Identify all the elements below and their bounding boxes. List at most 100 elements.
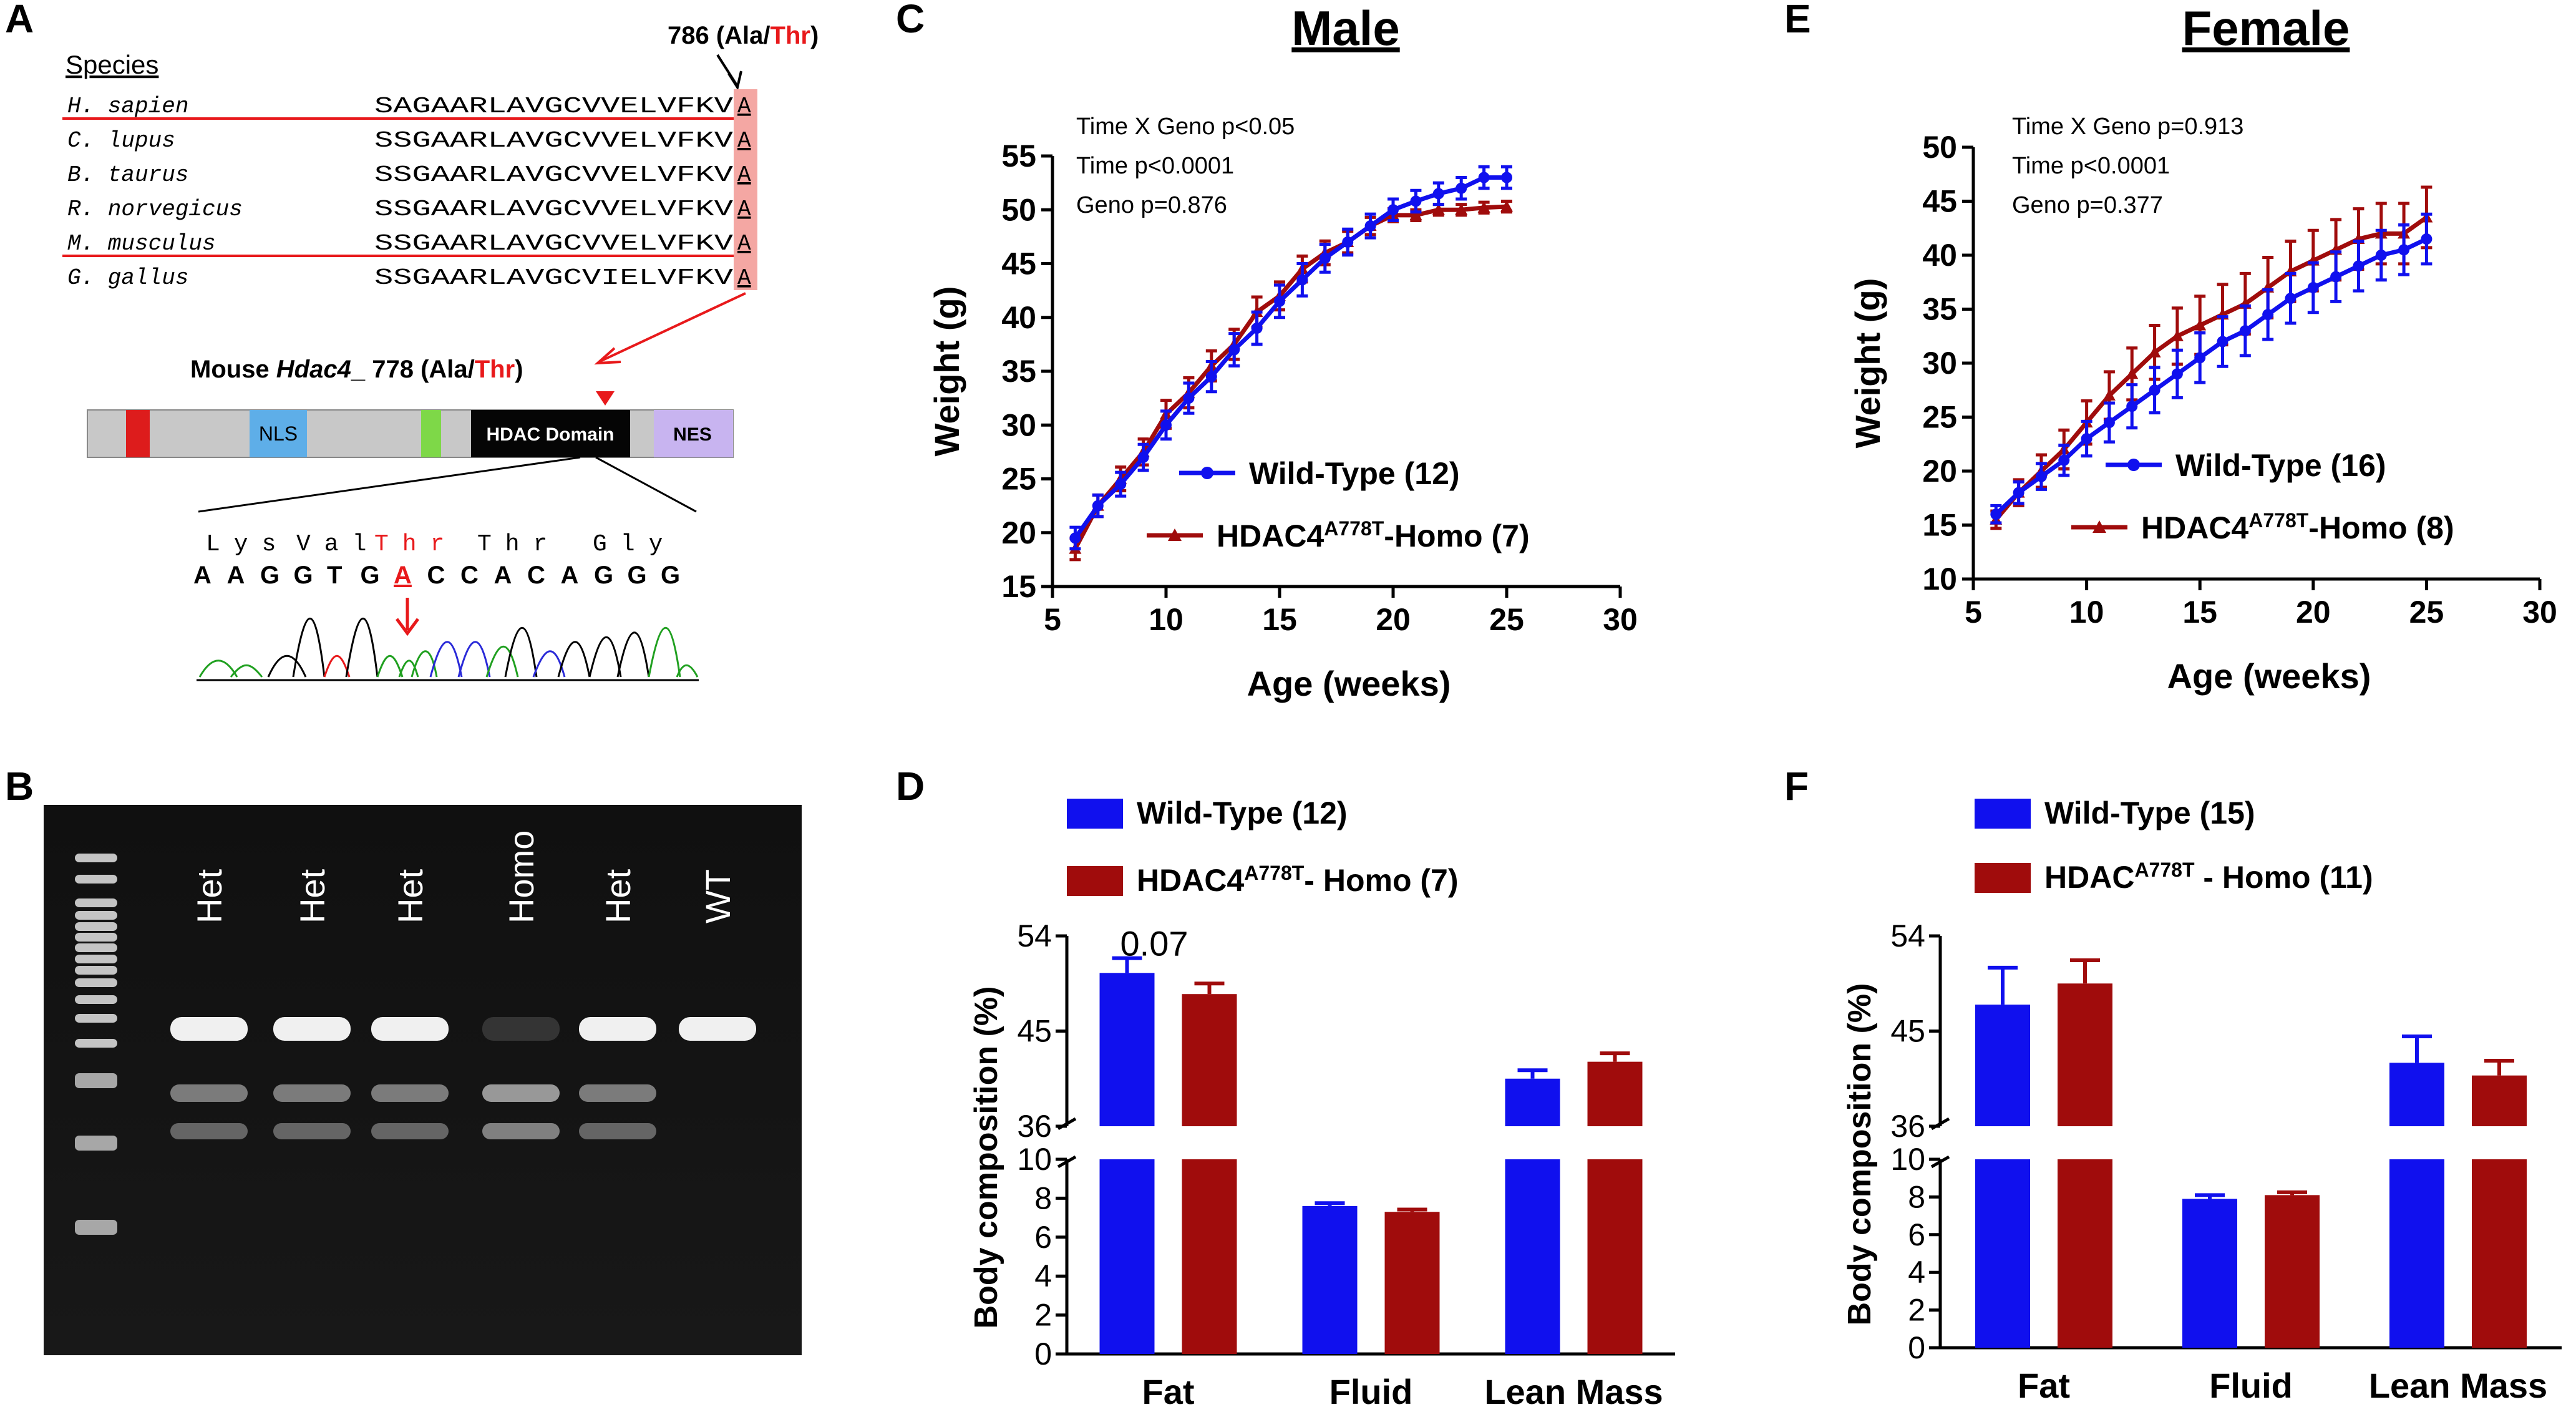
- data-point: [1409, 208, 1422, 220]
- ladder-band: [75, 933, 117, 942]
- data-point: [1410, 195, 1422, 207]
- data-point: [2126, 401, 2138, 412]
- hdac-domain: [471, 410, 630, 457]
- alignment-highlight: [734, 89, 757, 290]
- legend-label: HDACA778T - Homo (11): [2044, 859, 2373, 895]
- mouse-hdac4-label: Mouse Hdac4_ 778 (Ala/Thr): [190, 356, 523, 383]
- y-tick-label: 45: [1922, 184, 1957, 219]
- ladder-band: [75, 995, 117, 1004]
- x-tick-label: 10: [2069, 595, 2104, 630]
- gel-band-middle: [371, 1084, 449, 1102]
- gel-band-lower: [482, 1123, 560, 1139]
- svg-text:HDAC Domain: HDAC Domain: [486, 424, 614, 445]
- stats-line: Geno p=0.377: [2012, 192, 2163, 218]
- y-tick-label: 6: [1908, 1217, 1925, 1252]
- x-tick-label: 15: [2182, 595, 2217, 630]
- species-sequence: SSGAARLAVGCVVELVFKV: [374, 197, 734, 222]
- legend-marker: [1201, 467, 1213, 479]
- bar-lower: [2472, 1159, 2527, 1348]
- data-point: [1456, 182, 1467, 194]
- aligned-residue: A: [737, 162, 751, 188]
- species-name: R. norvegicus: [67, 197, 243, 222]
- bar: [2182, 1199, 2237, 1348]
- data-point: [1069, 532, 1081, 544]
- y-tick-label: 0: [1034, 1337, 1052, 1371]
- stats-line: Time p<0.0001: [2012, 153, 2170, 179]
- amino-acid: Thr: [477, 531, 561, 558]
- y-tick-label: 2: [1908, 1293, 1925, 1328]
- aligned-residue: A: [737, 128, 751, 153]
- gel-band-lower: [273, 1123, 351, 1139]
- x-tick-label: 5: [1965, 595, 1982, 630]
- y-tick-label: 15: [1922, 508, 1957, 543]
- alignment-arrow: [598, 292, 746, 363]
- y-axis-label: Weight (g): [1848, 278, 1887, 449]
- y-tick-label: 25: [1922, 400, 1957, 435]
- data-point: [1251, 323, 1263, 334]
- x-tick-label: 25: [2409, 595, 2444, 630]
- legend-swatch: [1067, 799, 1123, 829]
- panel-f-female-body-composition: Wild-Type (15) HDACA778T - Homo (11) 36 45 5…: [1842, 796, 2562, 1405]
- svg-text:NES: NES: [673, 424, 712, 445]
- data-point: [2035, 470, 2047, 482]
- amino-acid: Thr: [374, 531, 458, 558]
- data-point: [1115, 479, 1127, 490]
- data-point: [1183, 392, 1195, 404]
- y-tick-label: 35: [1922, 292, 1957, 327]
- x-tick-label: 15: [1262, 602, 1297, 637]
- y-tick-label: 8: [1034, 1181, 1052, 1215]
- legend-swatch: [1975, 863, 2031, 893]
- gel-image: [44, 805, 802, 1355]
- panel-letter-c: C: [896, 0, 925, 41]
- data-point: [2103, 417, 2115, 429]
- x-tick-label: 30: [1603, 602, 1638, 637]
- category-label: Lean Mass: [1484, 1372, 1663, 1411]
- gel-band-upper: [579, 1017, 656, 1041]
- data-point: [2081, 433, 2092, 445]
- y-tick-label: 10: [1922, 562, 1957, 596]
- panel-letter-f: F: [1784, 764, 1809, 809]
- legend-label: Wild-Type (12): [1137, 796, 1348, 830]
- y-axis-label: Weight (g): [927, 286, 966, 457]
- y-tick-label: 36: [1017, 1109, 1052, 1144]
- gel-band-upper: [371, 1017, 449, 1041]
- legend-marker: [2127, 459, 2140, 471]
- gel-band-middle: [579, 1084, 656, 1102]
- data-point: [2102, 389, 2116, 401]
- data-point: [2194, 352, 2206, 364]
- panel-a: 786 (Ala/Thr) Species H. sapien SAGAARLAV…: [62, 22, 819, 681]
- legend-label: HDAC4A778T-Homo (7): [1217, 517, 1530, 553]
- data-point: [1160, 419, 1172, 431]
- category-label: Fat: [2018, 1366, 2070, 1405]
- data-point: [2148, 346, 2161, 358]
- species-sequence: SSGAARLAVGCVIELVFKV: [374, 265, 734, 291]
- y-tick-label: 40: [1001, 300, 1036, 335]
- gel-lane-label: Het: [190, 869, 229, 923]
- species-name: M. musculus: [67, 231, 216, 256]
- bar-upper: [2058, 983, 2112, 1126]
- ladder-band: [75, 898, 117, 907]
- nucleotide: C: [427, 562, 445, 589]
- data-point: [2307, 281, 2319, 293]
- legend-label: HDAC4A778T- Homo (7): [1137, 862, 1459, 898]
- data-point: [2353, 260, 2365, 272]
- gel-lane-label: Het: [598, 869, 638, 923]
- ladder-band: [75, 1014, 117, 1023]
- nucleotide: A: [394, 562, 412, 589]
- y-axis-label: Body composition (%): [968, 986, 1004, 1329]
- nucleotide: G: [294, 562, 313, 589]
- ladder-band: [75, 875, 117, 884]
- gel-band-lower: [170, 1123, 248, 1139]
- panel-letter-d: D: [896, 764, 925, 809]
- panel-e-female-weight-chart: Female Time X Geno p=0.913 Time p<0.0001 Ge…: [1848, 1, 2557, 696]
- bar-upper: [1182, 994, 1237, 1126]
- y-tick-label: 30: [1001, 407, 1036, 442]
- category-label: Fluid: [2209, 1366, 2293, 1405]
- nucleotide: C: [527, 562, 545, 589]
- stats-line: Geno p=0.876: [1076, 192, 1227, 218]
- data-point: [2170, 329, 2184, 341]
- y-tick-label: 10: [1017, 1142, 1052, 1177]
- nucleotide: A: [227, 562, 245, 589]
